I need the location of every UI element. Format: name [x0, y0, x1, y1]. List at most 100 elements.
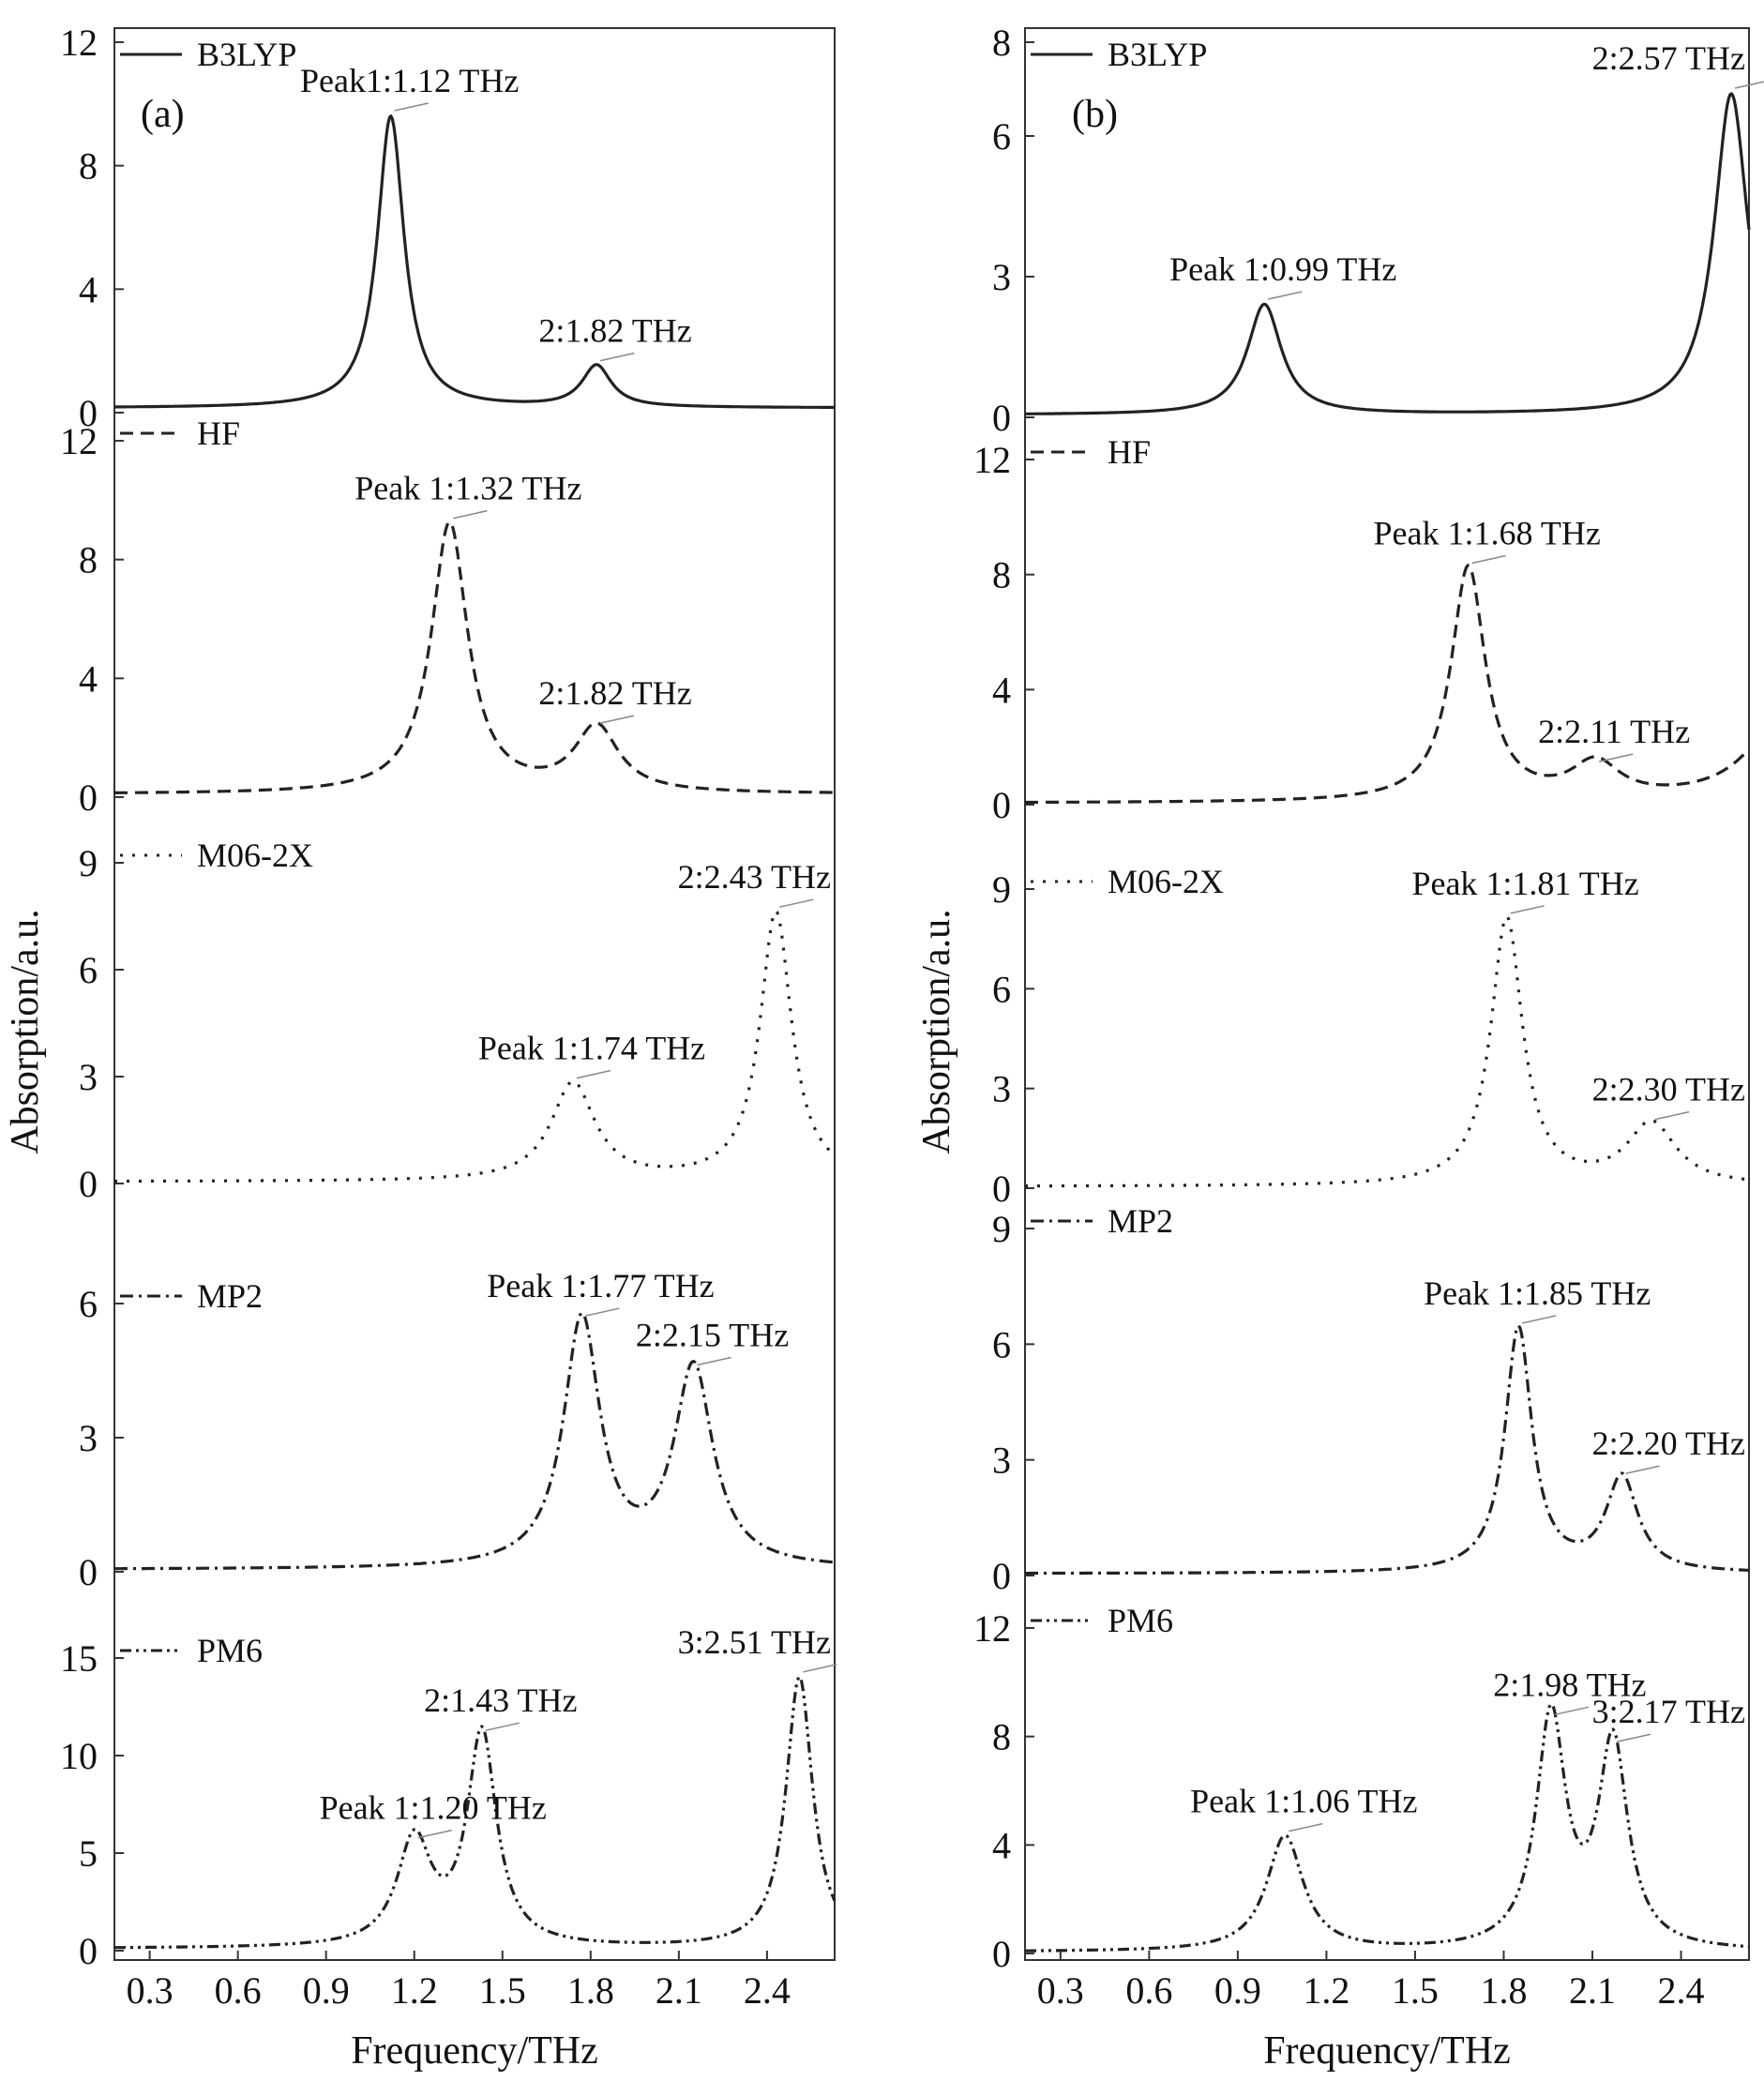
peak-leader	[779, 898, 814, 908]
peak-leader	[1510, 905, 1545, 914]
x-tick-label: 1.2	[391, 1969, 438, 2012]
x-tick-label: 2.4	[1658, 1969, 1705, 2012]
y-tick-label: 3	[992, 1440, 1011, 1482]
y-tick-label: 9	[992, 1208, 1011, 1250]
panel-a: (a) 0.3 0.6 0.9 1.2 1.5 1.8 2.1 2.4 Frequency/THz…	[4, 22, 837, 2073]
x-tick-label: 0.6	[1125, 1969, 1172, 2012]
peak-label: Peak 1:1.20 THz	[320, 1789, 547, 1827]
peak-leader	[585, 1307, 620, 1317]
x-tick-label: 1.8	[1480, 1969, 1527, 2012]
x-tick-label: 1.8	[567, 1969, 614, 2012]
subplot-mp2: 0 3 6 MP2 Peak 1:1.77 THz 2:2.15 THz	[79, 1267, 836, 1593]
x-axis-title: Frequency/THz	[1263, 2029, 1511, 2073]
plot-frame	[113, 27, 836, 1961]
peak-leader	[1625, 1465, 1660, 1474]
peak-leader	[417, 1829, 452, 1839]
peak-label: 2:2.20 THz	[1592, 1425, 1745, 1462]
y-tick-label: 0	[992, 1555, 1011, 1597]
y-tick-label: 4	[992, 669, 1011, 711]
x-tick-label: 1.5	[479, 1969, 526, 2012]
spectrum-line-pm6	[1024, 1702, 1750, 1953]
y-tick-label: 5	[79, 1832, 98, 1875]
peak-leader	[1289, 1822, 1323, 1832]
peak-leader	[394, 102, 429, 112]
x-tick-label: 0.3	[1037, 1969, 1084, 2012]
peak-label: 2:2.57 THz	[1592, 39, 1745, 77]
legend-label: PM6	[197, 1632, 263, 1669]
x-tick-label: 2.1	[656, 1969, 702, 2012]
x-tick-label: 0.6	[215, 1969, 262, 2012]
y-axis-title: Absorption/a.u.	[915, 909, 958, 1154]
peak-leader	[697, 1356, 731, 1366]
peak-leader	[1654, 1110, 1690, 1121]
legend-label: MP2	[197, 1277, 263, 1315]
y-tick-label: 12	[60, 420, 98, 462]
peak-leader	[1598, 753, 1634, 762]
y-tick-label: 0	[992, 1933, 1011, 1975]
spectrum-line-b3lyp	[113, 114, 836, 409]
y-tick-label: 4	[79, 657, 98, 700]
peak-leader	[453, 509, 488, 520]
legend-label: PM6	[1108, 1602, 1173, 1639]
y-tick-label: 0	[79, 1163, 98, 1205]
legend-label: M06-2X	[1108, 863, 1224, 900]
legend-label: HF	[197, 415, 240, 452]
spectrum-line-mp2	[113, 1311, 836, 1571]
y-tick-label: 0	[79, 777, 98, 819]
x-tick-label: 0.3	[127, 1969, 173, 2012]
y-tick-label: 0	[992, 784, 1011, 826]
y-tick-label: 12	[60, 22, 98, 64]
subplot-mp2: 0 3 6 9 MP2 Peak 1:1.85 THz 2:2.20 THz	[992, 1202, 1750, 1597]
peak-leader	[599, 352, 635, 362]
y-tick-label: 15	[60, 1637, 98, 1680]
legend-label: HF	[1108, 433, 1151, 471]
x-axis-title: Frequency/THz	[351, 2029, 598, 2073]
y-tick-label: 8	[992, 1716, 1011, 1758]
x-tick-label: 2.4	[744, 1969, 791, 2012]
panel-b: (b) 0.3 0.6 0.9 1.2 1.5 1.8 2.1 2.4 Frequency/THz…	[915, 22, 1764, 2073]
x-tick-label: 1.2	[1303, 1969, 1349, 2012]
spectrum-line-b3lyp	[1024, 92, 1751, 415]
y-tick-label: 6	[992, 1323, 1011, 1365]
y-tick-label: 4	[79, 268, 98, 310]
y-tick-label: 10	[60, 1735, 98, 1777]
x-tick-label: 0.9	[303, 1969, 350, 2012]
y-tick-label: 0	[79, 1930, 98, 1972]
y-tick-label: 8	[79, 539, 98, 581]
peak-label: 2:2.30 THz	[1592, 1071, 1745, 1108]
y-tick-label: 9	[992, 868, 1011, 911]
spectrum-line-pm6	[113, 1675, 837, 1950]
x-tick-label: 0.9	[1214, 1969, 1261, 2012]
y-tick-label: 3	[79, 1056, 98, 1098]
peak-leader	[599, 715, 635, 724]
y-tick-label: 8	[992, 554, 1011, 596]
y-tick-label: 8	[992, 22, 1011, 64]
peak-leader	[1522, 1315, 1557, 1324]
y-tick-label: 3	[992, 1068, 1011, 1110]
y-tick-label: 6	[79, 949, 98, 991]
subplot-m06-2x: 0 3 6 9 M06-2X Peak 1:1.74 THz 2:2.43 THz	[79, 837, 836, 1205]
peak-leader	[803, 1664, 837, 1673]
spectrum-line-mp2	[1024, 1323, 1750, 1576]
peak-leader	[576, 1069, 611, 1079]
peak-label: 2:2.11 THz	[1538, 713, 1690, 750]
x-tick-label: 2.1	[1569, 1969, 1616, 2012]
spectrum-line-hf	[113, 520, 836, 795]
spectrum-line-hf	[1024, 564, 1751, 805]
peak-label: 2:1.98 THz	[1493, 1666, 1646, 1703]
subplot-pm6: 0 5 10 15 PM6 Peak 1:1.20 THz 2:1.43 THz 3:2.51…	[60, 1623, 837, 1972]
peak-label: 2:1.43 THz	[424, 1681, 577, 1719]
peak-leader	[1554, 1706, 1590, 1716]
y-tick-label: 8	[79, 145, 98, 188]
y-tick-label: 9	[79, 842, 98, 884]
peak-label: Peak 1:1.74 THz	[478, 1030, 705, 1067]
peak-label: Peak 1:1.32 THz	[354, 470, 581, 507]
legend-label: B3LYP	[1108, 36, 1207, 73]
legend-label: B3LYP	[197, 36, 296, 73]
y-tick-label: 4	[992, 1824, 1011, 1866]
y-tick-label: 0	[992, 1168, 1011, 1210]
peak-label: 2:2.15 THz	[636, 1317, 789, 1354]
y-tick-label: 3	[79, 1417, 98, 1459]
y-tick-label: 6	[79, 1283, 98, 1325]
